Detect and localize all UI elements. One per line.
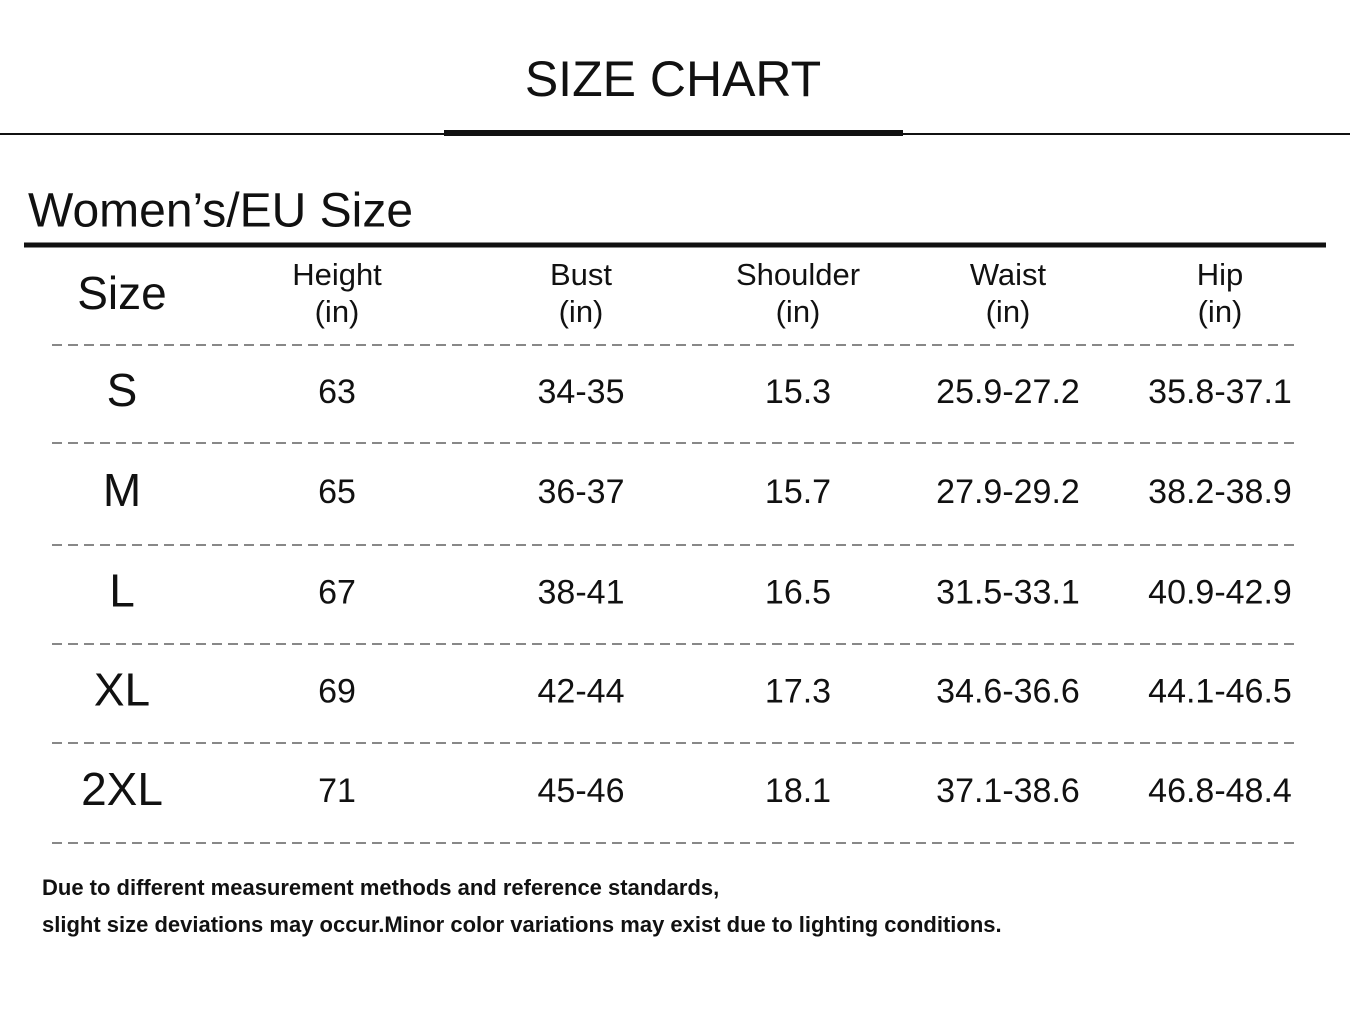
measurement: 38-41 (538, 573, 625, 611)
measurement: 27.9-29.2 (936, 473, 1080, 511)
measurement: 35.8-37.1 (1148, 373, 1292, 411)
column-header: Bust (550, 257, 612, 292)
measurement: 16.5 (765, 573, 831, 611)
column-unit: (in) (559, 294, 604, 329)
measurement: 37.1-38.6 (936, 772, 1080, 810)
measurement: 42-44 (538, 672, 625, 710)
column-unit: (in) (986, 294, 1031, 329)
size-label: M (103, 464, 141, 516)
measurement: 45-46 (538, 772, 625, 810)
measurement: 44.1-46.5 (1148, 672, 1292, 710)
measurement: 18.1 (765, 772, 831, 810)
note-line: Due to different measurement methods and… (42, 875, 719, 900)
column-header: Height (292, 257, 382, 292)
measurement: 31.5-33.1 (936, 573, 1080, 611)
measurement: 17.3 (765, 672, 831, 710)
measurement: 34-35 (538, 373, 625, 411)
measurement: 65 (318, 473, 356, 511)
measurement: 69 (318, 672, 356, 710)
column-header: Hip (1197, 257, 1244, 292)
measurement: 38.2-38.9 (1148, 473, 1292, 511)
note-line: slight size deviations may occur.Minor c… (42, 912, 1002, 937)
column-header: Size (77, 267, 166, 319)
measurement: 15.3 (765, 373, 831, 411)
column-header: Shoulder (736, 257, 860, 292)
measurement: 40.9-42.9 (1148, 573, 1292, 611)
measurement: 46.8-48.4 (1148, 772, 1292, 810)
title: SIZE CHART (525, 51, 821, 107)
column-unit: (in) (315, 294, 360, 329)
size-label: XL (94, 664, 150, 716)
column-header: Waist (970, 257, 1047, 292)
measurement: 34.6-36.6 (936, 672, 1080, 710)
measurement: 71 (318, 772, 356, 810)
column-unit: (in) (776, 294, 821, 329)
size-label: S (107, 364, 138, 416)
measurement: 15.7 (765, 473, 831, 511)
measurement: 67 (318, 573, 356, 611)
size-label: L (109, 565, 135, 617)
measurement: 25.9-27.2 (936, 373, 1080, 411)
subtitle: Women’s/EU Size (28, 185, 413, 238)
column-unit: (in) (1198, 294, 1243, 329)
size-label: 2XL (81, 763, 163, 815)
measurement: 63 (318, 373, 356, 411)
measurement: 36-37 (538, 473, 625, 511)
